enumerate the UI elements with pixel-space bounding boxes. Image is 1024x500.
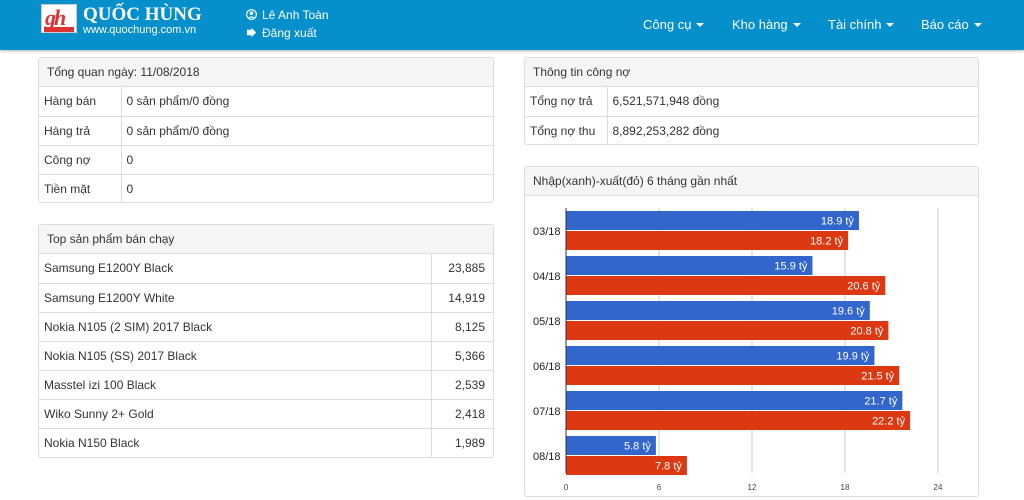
bar-data-label: 5.8 tỷ <box>624 441 651 453</box>
logout-link[interactable]: Đăng xuất <box>246 26 317 40</box>
bar-import <box>566 436 656 455</box>
bar-export <box>566 411 911 430</box>
table-row: Tổng nợ thu 8,892,253,282 đồng <box>525 115 978 144</box>
top-products-panel: Top sản phẩm bán chạy Samsung E1200Y Bla… <box>38 224 494 458</box>
caret-down-icon <box>886 23 895 27</box>
x-tick-label: 12 <box>748 483 757 492</box>
y-category-label: 07/18 <box>533 406 561 418</box>
y-category-label: 03/18 <box>533 226 561 238</box>
y-category-label: 08/18 <box>533 451 561 463</box>
bar-import <box>566 211 859 230</box>
bar-data-label: 21.7 tỷ <box>864 396 898 408</box>
y-category-label: 04/18 <box>533 271 561 283</box>
sign-out-icon <box>246 27 257 38</box>
y-category-label: 05/18 <box>533 316 561 328</box>
debt-table: Tổng nợ trả 6,521,571,948 đồng Tổng nợ th… <box>525 87 978 144</box>
bar-export <box>566 321 889 340</box>
bar-export <box>566 366 900 385</box>
caret-down-icon <box>792 23 801 27</box>
y-category-label: 06/18 <box>533 361 561 373</box>
bar-export <box>566 276 886 295</box>
table-row: Wiko Sunny 2+ Gold 2,418 <box>39 398 493 428</box>
table-row: Nokia N105 (SS) 2017 Black 5,366 <box>39 340 493 370</box>
bar-data-label: 21.5 tỷ <box>861 371 895 383</box>
menu-tai-chinh[interactable]: Tài chính <box>828 17 895 32</box>
bar-data-label: 22.2 tỷ <box>872 416 906 428</box>
bar-data-label: 15.9 tỷ <box>774 261 808 273</box>
bar-data-label: 20.8 tỷ <box>850 326 884 338</box>
overview-table: Hàng bán 0 sản phẩm/0 đồng Hàng trả 0 sản … <box>39 87 493 202</box>
table-row: Samsung E1200Y Black 23,885 <box>39 254 493 283</box>
bar-data-label: 19.6 tỷ <box>832 306 866 318</box>
table-row: Nokia N150 Black 1,989 <box>39 427 493 457</box>
user-link[interactable]: Lê Anh Toàn <box>246 8 329 22</box>
x-tick-label: 18 <box>841 483 850 492</box>
logout-label: Đăng xuất <box>262 26 317 40</box>
chart-title: Nhập(xanh)-xuất(đỏ) 6 tháng gần nhất <box>525 167 978 196</box>
chart-panel: Nhập(xanh)-xuất(đỏ) 6 tháng gần nhất 0 6 1… <box>524 166 979 497</box>
table-row: Tổng nợ trả 6,521,571,948 đồng <box>525 87 978 116</box>
brand-name[interactable]: QUỐC HÙNG <box>83 4 202 25</box>
top-products-title: Top sản phẩm bán chạy <box>39 225 493 254</box>
caret-down-icon <box>696 23 705 27</box>
bar-export <box>566 231 849 250</box>
logo[interactable]: gh <box>41 4 77 33</box>
table-row: Masstel izi 100 Black 2,539 <box>39 369 493 399</box>
bar-import <box>566 256 813 275</box>
top-navbar: gh QUỐC HÙNG www.quochung.com.vn Lê Anh … <box>0 0 1024 50</box>
bar-data-label: 18.2 tỷ <box>810 236 844 248</box>
bar-data-label: 20.6 tỷ <box>847 281 881 293</box>
top-products-table: Samsung E1200Y Black 23,885 Samsung E1200… <box>39 254 493 457</box>
table-row: Tiền mặt 0 <box>39 173 493 202</box>
x-tick-label: 6 <box>657 483 662 492</box>
user-name: Lê Anh Toàn <box>262 8 329 22</box>
bar-data-label: 7.8 tỷ <box>655 461 682 473</box>
table-row: Hàng bán 0 sản phẩm/0 đồng <box>39 87 493 116</box>
menu-bao-cao[interactable]: Báo cáo <box>921 17 982 32</box>
x-tick-label: 0 <box>564 483 569 492</box>
table-row: Công nợ 0 <box>39 144 493 174</box>
overview-panel: Tổng quan ngày: 11/08/2018 Hàng bán 0 sản… <box>38 57 494 203</box>
bar-export <box>566 456 687 475</box>
table-row: Nokia N105 (2 SIM) 2017 Black 8,125 <box>39 311 493 341</box>
bar-import <box>566 391 903 410</box>
caret-down-icon <box>973 23 982 27</box>
bar-data-label: 19.9 tỷ <box>836 351 870 363</box>
menu-kho-hang[interactable]: Kho hàng <box>732 17 801 32</box>
debt-title: Thông tin công nợ <box>525 58 978 87</box>
brand-website: www.quochung.com.vn <box>83 24 197 36</box>
x-tick-label: 24 <box>934 483 943 492</box>
user-circle-icon <box>246 9 257 20</box>
bar-data-label: 18.9 tỷ <box>821 216 855 228</box>
table-row: Hàng trả 0 sản phẩm/0 đồng <box>39 115 493 145</box>
bar-import <box>566 346 875 365</box>
table-row: Samsung E1200Y White 14,919 <box>39 282 493 312</box>
import-export-bar-chart: 0 6 12 18 24 18.9 tỷ 18.2 tỷ 03/18 15.9 tỷ 20.6 t… <box>533 208 943 492</box>
debt-panel: Thông tin công nợ Tổng nợ trả 6,521,571,9… <box>524 57 979 145</box>
bar-import <box>566 301 870 320</box>
menu-cong-cu[interactable]: Công cụ <box>643 17 705 32</box>
overview-title: Tổng quan ngày: 11/08/2018 <box>39 58 493 87</box>
